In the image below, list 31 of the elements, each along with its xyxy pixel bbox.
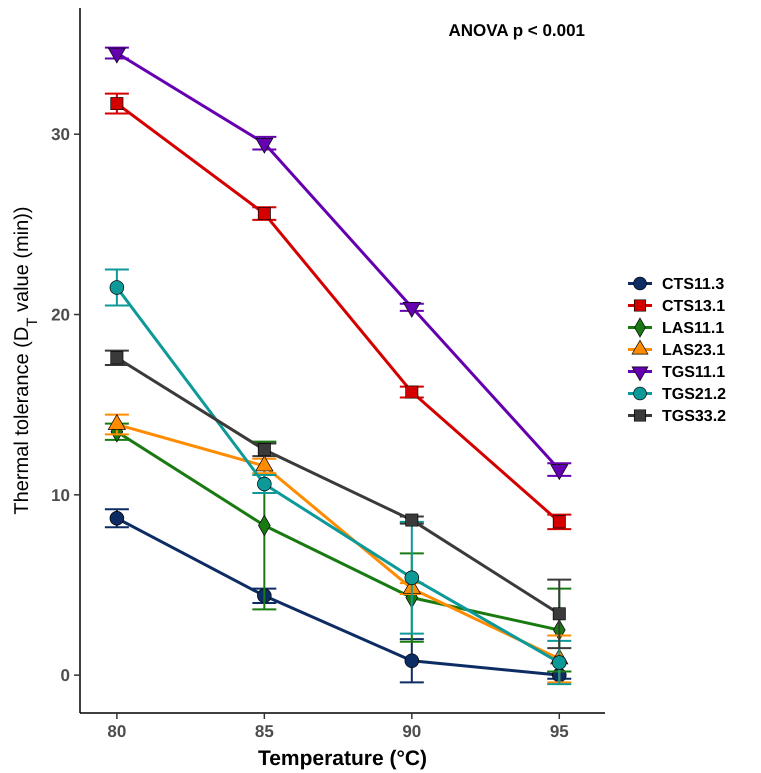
point (110, 351, 124, 364)
point (405, 514, 418, 527)
point (404, 570, 420, 586)
y-tick-label: 0 (60, 666, 70, 686)
legend-label: CTS11.3 (662, 276, 724, 294)
point (552, 515, 566, 528)
point (552, 607, 566, 620)
point (552, 655, 567, 670)
point (257, 476, 272, 492)
x-axis-title: Temperature (°C) (258, 747, 428, 770)
legend-label: TGS11.1 (662, 364, 726, 382)
y-tick-label: 10 (51, 486, 70, 505)
legend-label: LAS23.1 (662, 342, 726, 360)
annotation: ANOVA p < 0.001 (448, 21, 585, 40)
legend-label: TGS33.2 (662, 408, 726, 426)
x-tick-label: 80 (107, 722, 126, 741)
legend-label: LAS11.1 (662, 320, 724, 338)
point (110, 280, 124, 295)
x-tick-label: 95 (550, 722, 569, 741)
point (110, 97, 124, 110)
x-tick-label: 85 (254, 722, 274, 741)
x-tick-label: 90 (402, 722, 422, 741)
legend-label: TGS21.2 (662, 386, 726, 404)
point (405, 386, 418, 399)
point (404, 653, 420, 668)
point (258, 443, 271, 456)
y-tick-label: 20 (51, 305, 70, 324)
y-tick-label: 30 (51, 125, 70, 144)
point (110, 511, 124, 526)
legend-label: CTS13.1 (662, 298, 726, 316)
point (258, 207, 271, 220)
